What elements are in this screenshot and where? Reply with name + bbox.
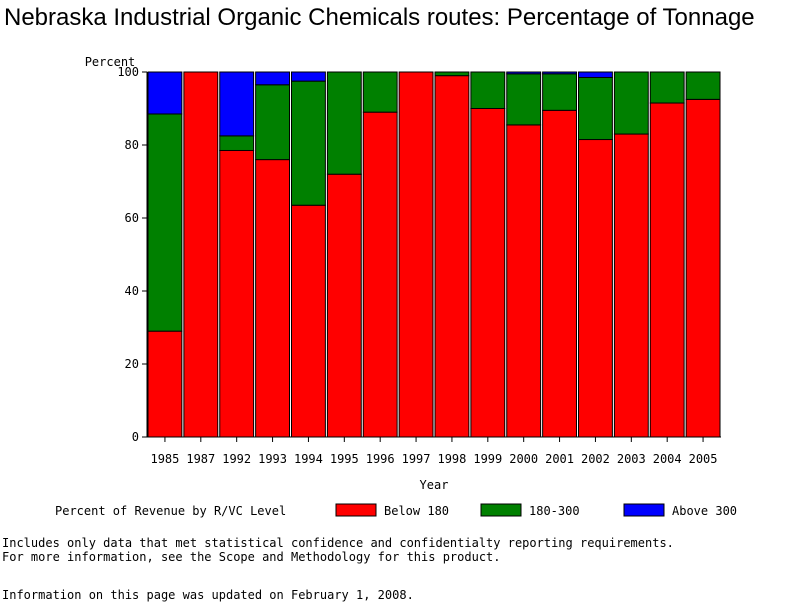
- bar-1994-series-1: [291, 80, 326, 206]
- bar-1993-series-1: [255, 84, 291, 161]
- legend-title: Percent of Revenue by R/VC Level: [55, 504, 286, 518]
- bar-1994-series-2: [291, 71, 326, 82]
- bar-1999-series-0: [470, 108, 506, 438]
- x-tick-label-1994: 1994: [294, 452, 323, 466]
- bar-1993-series-2: [255, 71, 291, 86]
- x-tick-label-2000: 2000: [509, 452, 538, 466]
- x-tick-label-2001: 2001: [545, 452, 574, 466]
- x-axis-label: Year: [420, 478, 449, 492]
- chart-title: Nebraska Industrial Organic Chemicals ro…: [4, 4, 755, 31]
- bars-group: [147, 71, 721, 438]
- x-tick-label-1996: 1996: [366, 452, 395, 466]
- y-tick-label-80: 80: [125, 138, 139, 152]
- bar-2004-series-0: [649, 102, 685, 438]
- bar-2003-series-1: [613, 71, 649, 135]
- bar-1992-series-2: [219, 71, 255, 137]
- legend: Percent of Revenue by R/VC Level Below 1…: [55, 503, 737, 518]
- bar-2001-series-0: [542, 109, 578, 438]
- bar-1987-series-0: [183, 71, 219, 438]
- bar-2002-series-2: [578, 71, 613, 78]
- bar-1993-series-0: [255, 159, 291, 438]
- bar-1999-series-1: [470, 71, 506, 109]
- legend-swatch-1: [480, 503, 522, 517]
- bar-1985-series-1: [147, 113, 183, 332]
- x-tick-label-1998: 1998: [437, 452, 466, 466]
- x-tick-label-2005: 2005: [689, 452, 718, 466]
- bar-2001-series-2: [542, 71, 578, 75]
- footnote-confidence: Includes only data that met statistical …: [2, 536, 674, 550]
- legend-label-1: 180-300: [529, 504, 580, 518]
- bar-1996-series-0: [362, 111, 398, 438]
- bar-1998-series-1: [434, 71, 470, 77]
- bar-2005-series-0: [685, 98, 721, 438]
- x-tick-label-2004: 2004: [653, 452, 682, 466]
- bar-1994-series-0: [291, 204, 326, 438]
- x-tick-label-1992: 1992: [222, 452, 251, 466]
- bar-2004-series-1: [649, 71, 685, 104]
- x-tick-label-1995: 1995: [330, 452, 359, 466]
- x-tick-label-1993: 1993: [258, 452, 287, 466]
- bar-1992-series-1: [219, 135, 255, 151]
- bar-2000-series-1: [506, 73, 542, 126]
- y-axis-label: Percent: [85, 55, 136, 69]
- y-tick-label-0: 0: [132, 430, 139, 444]
- x-tick-label-1999: 1999: [473, 452, 502, 466]
- y-tick-label-60: 60: [125, 211, 139, 225]
- y-tick-label-20: 20: [125, 357, 139, 371]
- x-tick-label-1997: 1997: [402, 452, 431, 466]
- y-axis: 0 20 40 60 80 100: [117, 65, 148, 444]
- y-tick-label-40: 40: [125, 284, 139, 298]
- bar-2000-series-2: [506, 71, 542, 75]
- bar-1996-series-1: [362, 71, 398, 113]
- bar-1985-series-2: [147, 71, 183, 115]
- bar-1998-series-0: [434, 75, 470, 438]
- legend-label-2: Above 300: [672, 504, 737, 518]
- bar-2003-series-0: [613, 133, 649, 438]
- x-tick-label-1987: 1987: [186, 452, 215, 466]
- bar-1997-series-0: [398, 71, 434, 438]
- legend-swatch-0: [335, 503, 377, 517]
- updated-note: Information on this page was updated on …: [2, 588, 414, 602]
- bar-2002-series-1: [578, 76, 613, 141]
- legend-swatch-2: [623, 503, 665, 517]
- bar-2002-series-0: [578, 139, 613, 438]
- bar-2005-series-1: [685, 71, 721, 100]
- x-tick-label-1985: 1985: [150, 452, 179, 466]
- bar-2001-series-1: [542, 73, 578, 111]
- bar-1995-series-1: [326, 71, 362, 175]
- legend-label-0: Below 180: [384, 504, 449, 518]
- y-tick-label-100: 100: [117, 65, 139, 79]
- footnote-methodology: For more information, see the Scope and …: [2, 550, 501, 564]
- bar-1985-series-0: [147, 330, 183, 438]
- bar-1995-series-0: [326, 173, 362, 438]
- x-axis: 1985 1987 1992 1993 1994 1995 1996 1997 1998 1999…: [147, 436, 721, 466]
- bar-2000-series-0: [506, 124, 542, 438]
- bar-1992-series-0: [219, 149, 255, 438]
- x-tick-label-2002: 2002: [581, 452, 610, 466]
- x-tick-label-2003: 2003: [617, 452, 646, 466]
